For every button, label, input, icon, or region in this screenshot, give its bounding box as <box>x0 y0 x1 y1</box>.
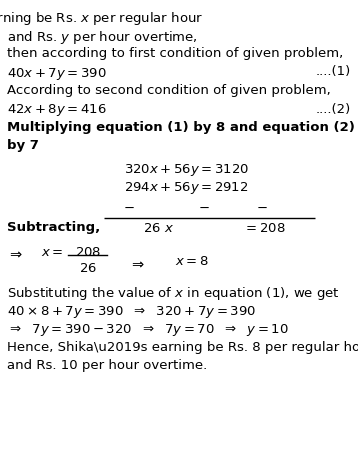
Text: ....(1): ....(1) <box>316 66 351 79</box>
Text: Substituting the value of $x$ in equation (1), we get: Substituting the value of $x$ in equatio… <box>7 285 340 302</box>
Text: $x = 8$: $x = 8$ <box>175 255 209 268</box>
Text: $40x + 7y = 390$: $40x + 7y = 390$ <box>7 66 107 82</box>
Text: Hence, Shika\u2019s earning be Rs. 8 per regular hours: Hence, Shika\u2019s earning be Rs. 8 per… <box>7 340 358 353</box>
Text: then according to first condition of given problem,: then according to first condition of giv… <box>7 47 343 60</box>
Text: $40\times 8 + 7y = 390$  $\Rightarrow$  $320 + 7y = 390$: $40\times 8 + 7y = 390$ $\Rightarrow$ $3… <box>7 304 256 320</box>
Text: by 7: by 7 <box>7 140 39 153</box>
Text: $26\ x$: $26\ x$ <box>143 221 174 234</box>
Text: $208$: $208$ <box>74 246 101 259</box>
Text: and Rs. 10 per hour overtime.: and Rs. 10 per hour overtime. <box>7 359 207 372</box>
Text: Subtracting,: Subtracting, <box>7 221 100 234</box>
Text: Multiplying equation (1) by 8 and equation (2): Multiplying equation (1) by 8 and equati… <box>7 121 355 134</box>
Text: $-$: $-$ <box>123 201 135 214</box>
Text: $-$: $-$ <box>198 201 210 214</box>
Text: $\Rightarrow$: $\Rightarrow$ <box>7 246 23 261</box>
Text: $\Rightarrow$: $\Rightarrow$ <box>129 255 145 270</box>
Text: $26$: $26$ <box>79 263 97 276</box>
Text: Let Shikha's earning be Rs. $x$ per regular hour: Let Shikha's earning be Rs. $x$ per regu… <box>0 10 204 27</box>
Text: According to second condition of given problem,: According to second condition of given p… <box>7 84 331 97</box>
Text: $294x + 56y = 2912$: $294x + 56y = 2912$ <box>124 180 248 197</box>
Text: $= 208$: $= 208$ <box>243 221 286 234</box>
Text: $-$: $-$ <box>256 201 267 214</box>
Text: $x=$: $x=$ <box>41 246 64 259</box>
Text: $42x + 8y = 416$: $42x + 8y = 416$ <box>7 102 107 119</box>
Text: $\Rightarrow$  $7y = 390 - 320$  $\Rightarrow$  $7y = 70$  $\Rightarrow$  $y = 1: $\Rightarrow$ $7y = 390 - 320$ $\Rightar… <box>7 322 289 338</box>
Text: ....(2): ....(2) <box>316 102 351 115</box>
Text: $320x + 56y = 3120$: $320x + 56y = 3120$ <box>124 162 249 178</box>
Text: and Rs. $y$ per hour overtime,: and Rs. $y$ per hour overtime, <box>7 28 198 45</box>
